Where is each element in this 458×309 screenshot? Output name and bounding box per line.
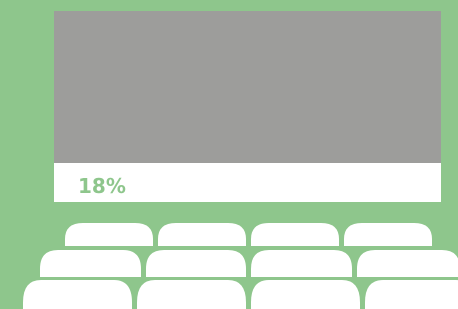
seat bbox=[158, 223, 246, 246]
seat bbox=[137, 280, 246, 309]
seat bbox=[251, 223, 339, 246]
seat bbox=[146, 250, 246, 277]
seat bbox=[365, 280, 458, 309]
screen bbox=[54, 11, 441, 163]
seats bbox=[23, 223, 458, 309]
seat bbox=[65, 223, 153, 246]
seat bbox=[40, 250, 141, 277]
seat bbox=[251, 280, 360, 309]
seat bbox=[357, 250, 458, 277]
page: {"progress": {"label": "18%"}} 18% (() =… bbox=[0, 0, 458, 309]
progress-label: 18% bbox=[78, 174, 126, 198]
seat bbox=[251, 250, 352, 277]
seat bbox=[23, 280, 132, 309]
seat bbox=[344, 223, 432, 246]
cinema-scene: 18% bbox=[0, 0, 458, 309]
